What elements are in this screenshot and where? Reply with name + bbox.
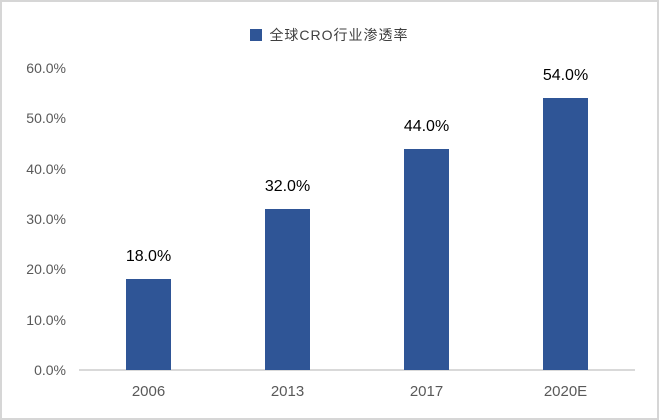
data-label-2017: 44.0% <box>403 117 450 135</box>
legend: 全球CRO行业渗透率 <box>2 26 657 44</box>
y-tick-label: 60.0% <box>26 60 66 76</box>
y-tick-label: 20.0% <box>26 261 66 278</box>
y-tick-label: 50.0% <box>26 110 66 127</box>
y-tick-label: 40.0% <box>26 160 66 177</box>
data-label-2020E: 54.0% <box>542 67 589 85</box>
legend-label: 全球CRO行业渗透率 <box>269 27 409 43</box>
x-tick-label-2017: 2017 <box>409 383 444 400</box>
bar-2006 <box>126 279 171 370</box>
bar-2020E <box>543 98 588 370</box>
data-label-2006: 18.0% <box>125 248 172 266</box>
data-label-2013: 32.0% <box>264 177 311 195</box>
x-tick-label-2020E: 2020E <box>543 383 588 400</box>
x-tick-label-2006: 2006 <box>131 383 166 400</box>
bar-2013 <box>265 208 310 370</box>
y-tick-label: 30.0% <box>26 211 66 227</box>
y-tick-label: 0.0% <box>34 362 66 378</box>
y-tick-label: 10.0% <box>26 311 66 328</box>
bar-2017 <box>404 148 449 370</box>
x-axis-line <box>79 369 635 371</box>
x-tick-label-2013: 2013 <box>270 383 305 400</box>
legend-marker-icon <box>250 29 263 41</box>
